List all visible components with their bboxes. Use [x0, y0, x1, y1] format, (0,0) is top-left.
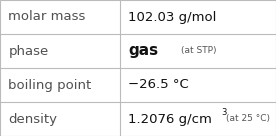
Text: −26.5 °C: −26.5 °C [128, 78, 189, 92]
Text: gas: gas [128, 44, 158, 58]
Text: molar mass: molar mass [8, 10, 86, 24]
Text: 102.03 g/mol: 102.03 g/mol [128, 10, 217, 24]
Text: (at STP): (at STP) [181, 47, 216, 55]
Text: phase: phase [8, 44, 49, 58]
Text: 3: 3 [221, 108, 226, 117]
Text: boiling point: boiling point [8, 78, 92, 92]
Text: (at 25 °C): (at 25 °C) [226, 115, 270, 123]
Text: 1.2076 g/cm: 1.2076 g/cm [128, 112, 212, 126]
Text: density: density [8, 112, 57, 126]
